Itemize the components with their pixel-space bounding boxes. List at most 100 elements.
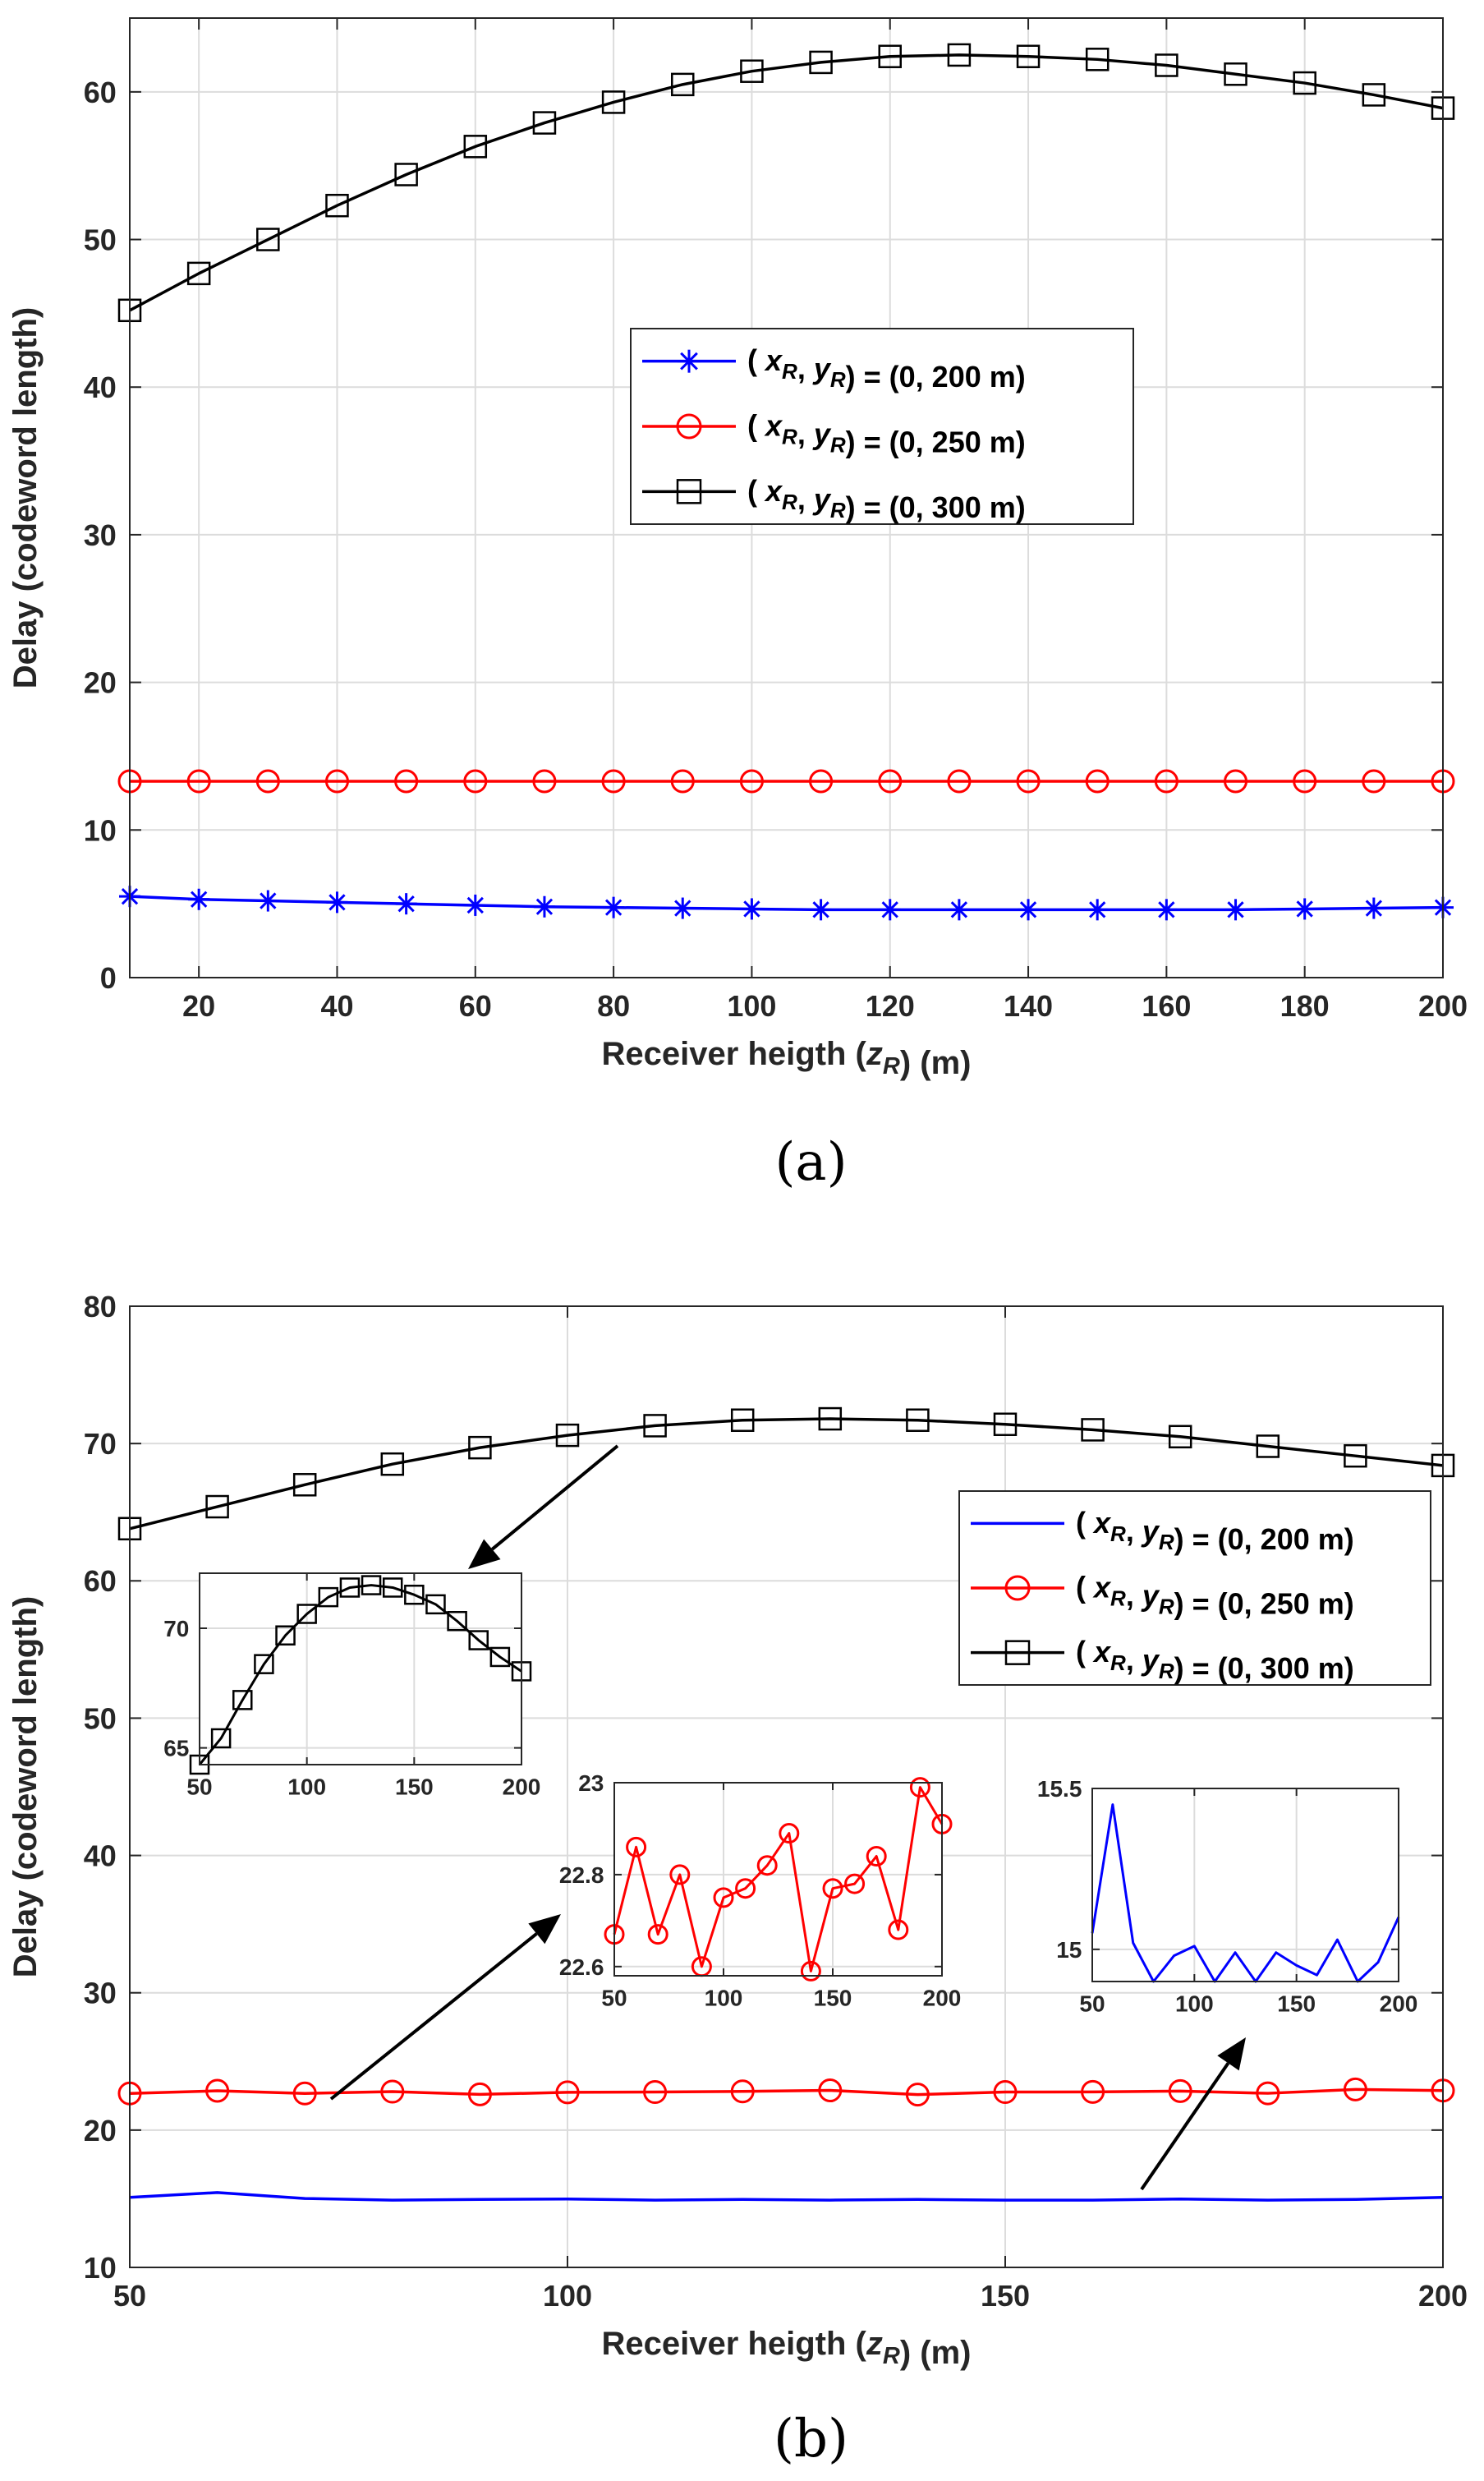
y-axis-label: Delay (codeword length) bbox=[7, 307, 44, 689]
x-tick-label: 160 bbox=[1142, 989, 1191, 1023]
inset-series-0-marker bbox=[296, 1604, 317, 1624]
y-tick-label: 50 bbox=[84, 1701, 117, 1735]
series-1-marker bbox=[324, 769, 349, 794]
series-0-marker bbox=[533, 895, 555, 918]
series-2-line bbox=[129, 1417, 1444, 1530]
y-tick-label: 65 bbox=[163, 1736, 189, 1761]
series-1-marker bbox=[670, 769, 695, 794]
series-2-marker bbox=[993, 1412, 1018, 1436]
axes-frame bbox=[1091, 1788, 1399, 1982]
legend-marker bbox=[676, 413, 702, 440]
inset-2: 50 100 150 200 15 15.5 bbox=[1037, 1776, 1417, 2016]
axes-frame bbox=[129, 1305, 1444, 2268]
inset-series-0-marker bbox=[210, 1728, 232, 1749]
inset-series-1-marker bbox=[779, 1823, 800, 1844]
series-2-marker bbox=[809, 50, 833, 75]
asterisk-stroke bbox=[1365, 900, 1383, 917]
inset-series-1-marker bbox=[844, 1873, 866, 1894]
panel-b: 50 100 150 200 10 20 30 40 50 60 70 80 Receiver heig… bbox=[7, 1290, 1468, 2469]
series-0-marker bbox=[879, 899, 901, 921]
inset-series-0-marker bbox=[404, 1584, 425, 1605]
y-tick-label: 10 bbox=[84, 813, 117, 847]
asterisk-stroke bbox=[1019, 901, 1037, 918]
legend-label: ( xR, yR) = (0, 200 m) bbox=[747, 343, 1026, 394]
y-tick-label: 23 bbox=[578, 1770, 604, 1796]
y-tick-label: 0 bbox=[100, 961, 117, 995]
asterisk-stroke bbox=[812, 901, 829, 918]
inset-series-1-marker bbox=[756, 1855, 778, 1876]
series-0 bbox=[119, 886, 1454, 921]
x-tick-label: 200 bbox=[503, 1774, 541, 1799]
inset-series-1-marker bbox=[647, 1924, 668, 1945]
inset-series-0-marker bbox=[254, 1654, 274, 1674]
series-1-marker bbox=[1154, 769, 1178, 794]
y-tick-label: 22.8 bbox=[559, 1862, 604, 1888]
x-tick-label: 50 bbox=[601, 1985, 627, 2010]
inset-series-1-marker bbox=[626, 1836, 647, 1857]
series-1-marker bbox=[292, 2081, 317, 2106]
x-tick-label: 100 bbox=[1175, 1991, 1214, 2016]
series-1-marker bbox=[186, 769, 211, 794]
y-tick-label: 60 bbox=[84, 1564, 117, 1598]
inset-series-0-marker bbox=[339, 1577, 361, 1598]
inset-series-0-marker bbox=[489, 1646, 511, 1668]
series-0-marker bbox=[603, 896, 625, 918]
series-1-marker bbox=[878, 769, 903, 794]
y-tick-label: 30 bbox=[84, 1977, 117, 2010]
y-tick-label: 40 bbox=[84, 1839, 117, 1873]
series-0-marker bbox=[1155, 899, 1178, 921]
series-2-marker bbox=[555, 1423, 580, 1448]
series-2-marker bbox=[1256, 1434, 1280, 1458]
series-0-marker bbox=[672, 897, 694, 919]
asterisk-stroke bbox=[466, 896, 484, 914]
arrow-head bbox=[1217, 2037, 1246, 2071]
y-tick-label: 20 bbox=[84, 666, 117, 700]
series-1-marker bbox=[1016, 769, 1041, 794]
y-tick-label: 30 bbox=[84, 518, 117, 552]
inset-series-0-marker bbox=[382, 1577, 403, 1598]
x-tick-label: 100 bbox=[705, 1985, 743, 2010]
x-tick-label: 120 bbox=[866, 989, 915, 1023]
inset-series-0-marker bbox=[425, 1594, 446, 1615]
series-1-marker bbox=[1168, 2078, 1192, 2103]
x-tick-label: 50 bbox=[186, 1774, 212, 1799]
legend-label: ( xR, yR) = (0, 300 m) bbox=[747, 474, 1026, 524]
x-tick-label: 200 bbox=[1418, 989, 1468, 1023]
legend-marker bbox=[1004, 1575, 1031, 1601]
inset-series-1-marker bbox=[713, 1887, 734, 1908]
y-tick-label: 15 bbox=[1056, 1937, 1082, 1963]
series-2-marker bbox=[468, 1435, 492, 1460]
x-axis-label: Receiver heigth (zR) (m) bbox=[602, 1036, 972, 1081]
y-axis-label: Delay (codeword length) bbox=[7, 1596, 44, 1978]
inset-series-1-marker bbox=[866, 1846, 887, 1867]
series-2-marker bbox=[1344, 1443, 1367, 1468]
legend-marker bbox=[676, 479, 702, 504]
axes-frame bbox=[199, 1572, 522, 1765]
series-2-marker bbox=[532, 111, 557, 135]
series-1-marker bbox=[467, 2082, 492, 2106]
series-2-marker bbox=[1155, 53, 1178, 77]
x-tick-label: 150 bbox=[981, 2279, 1030, 2313]
series-0-marker bbox=[810, 899, 832, 921]
plot-area bbox=[614, 1783, 942, 1976]
legend-label: ( xR, yR) = (0, 200 m) bbox=[1076, 1506, 1354, 1556]
y-tick-label: 70 bbox=[84, 1427, 117, 1461]
series-2-marker bbox=[740, 59, 764, 83]
inset-series-1-marker bbox=[822, 1878, 843, 1899]
series-1-marker bbox=[739, 769, 764, 794]
series-0-marker bbox=[1362, 897, 1385, 919]
asterisk-stroke bbox=[950, 901, 968, 918]
inset-series-1-marker bbox=[669, 1864, 691, 1885]
series-0-line bbox=[129, 895, 1444, 912]
inset-series-0-marker bbox=[232, 1690, 253, 1710]
inset-series-0-line bbox=[198, 1584, 522, 1765]
x-tick-label: 20 bbox=[182, 989, 215, 1023]
series-1-marker bbox=[1224, 769, 1248, 794]
series-2-marker bbox=[1081, 1418, 1105, 1442]
series-1-marker bbox=[205, 2078, 230, 2103]
arrow-head bbox=[468, 1539, 501, 1569]
legend-marker bbox=[678, 349, 701, 373]
asterisk-stroke bbox=[743, 900, 760, 918]
series-2-marker bbox=[730, 1408, 755, 1432]
